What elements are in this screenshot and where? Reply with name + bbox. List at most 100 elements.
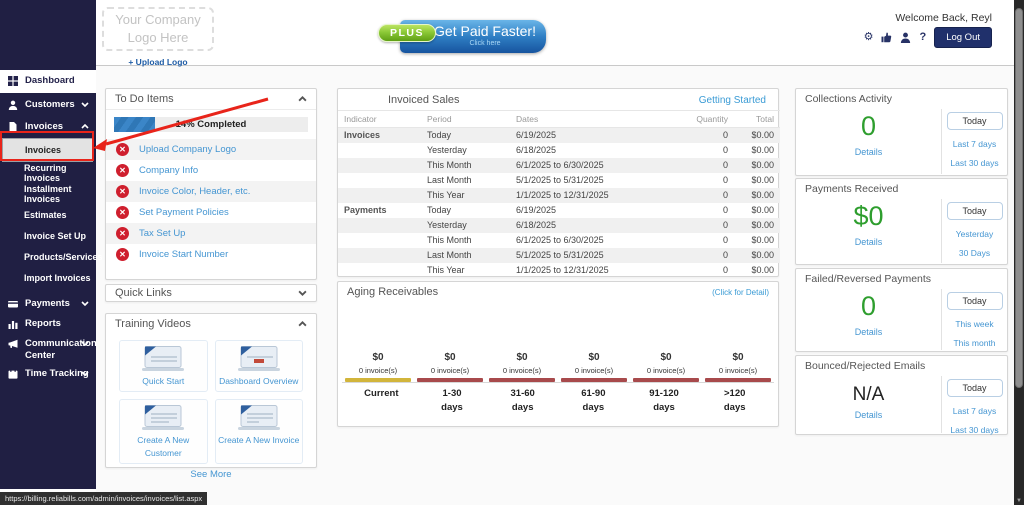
cell: 1/1/2025 to 12/31/2025 [510,187,688,203]
details-link[interactable]: Details [854,409,883,420]
table-row: Invoices Today 6/19/2025 0 $0.00 [338,127,780,143]
sidebar-subitem-invoices[interactable]: Invoices [2,138,93,162]
aging-labels-row: Current 1-30 days 31-60 days 61-90 days 91-… [342,382,774,416]
see-more-link[interactable]: See More [190,468,232,480]
filter-today-button[interactable]: Today [946,202,1003,220]
get-paid-faster-banner[interactable]: PLUS Get Paid Faster! Click here [378,20,546,53]
filter-today-button[interactable]: Today [946,379,1003,397]
help-icon[interactable]: ? [919,31,927,43]
filter-link[interactable]: Last 30 days [950,158,999,168]
sidebar-subitem-label: Invoices [25,145,62,155]
banner-click-here[interactable]: Click here [469,40,501,47]
sidebar-subitem-estimates[interactable]: Estimates [0,204,96,225]
collapse-up-icon[interactable] [298,96,307,102]
cell: $0.00 [734,247,780,263]
cell: This Month [427,235,472,245]
video-card-create-invoice[interactable]: Create A New Invoice [214,399,303,464]
details-link[interactable]: Details [854,326,883,337]
cell: $0.00 [734,187,780,203]
aging-receivables-title: Aging Receivables [347,286,439,298]
sidebar-item-reports[interactable]: Reports [0,314,96,334]
incomplete-x-icon: ✕ [116,143,129,156]
filter-today-button[interactable]: Today [946,112,1003,130]
aging-bucket: $0 0 invoice(s) [486,352,558,382]
sidebar-item-communication-center[interactable]: Communication Center [0,334,97,364]
quick-links-panel: Quick Links [105,284,317,302]
cell [338,173,421,188]
click-for-detail-link[interactable]: (Click for Detail) [712,287,769,297]
sidebar-subitem-invoice-set-up[interactable]: Invoice Set Up [0,225,96,246]
cell: $0.00 [751,265,774,275]
todo-progress-label: 14% Completed [175,119,247,130]
sidebar-item-dashboard[interactable]: Dashboard [0,70,96,93]
todo-link-company-info[interactable]: Company Info [139,165,199,176]
cell: 6/18/2025 [516,145,557,155]
scrollbar-thumb[interactable] [1015,8,1023,388]
filter-link[interactable]: This month [953,338,996,348]
failed-reversed-payments-panel: Failed/Reversed Payments 0 Details Today… [795,268,1008,352]
column-header: Indicator [338,110,421,128]
video-card-quick-start[interactable]: Quick Start [119,340,208,393]
chevron-down-icon [81,371,89,376]
collapse-down-icon[interactable] [298,290,307,296]
collapse-up-icon[interactable] [298,321,307,327]
sidebar-subitem-import-invoices[interactable]: Import Invoices [0,267,96,288]
filter-link[interactable]: Last 30 days [950,425,999,435]
cell: Payments [344,205,387,215]
filter-link[interactable]: Last 7 days [952,406,997,416]
video-label: Create A New Invoice [218,435,300,446]
sidebar-item-payments[interactable]: Payments [0,294,96,314]
logout-button[interactable]: Log Out [934,27,992,48]
company-logo-placeholder[interactable]: Your Company Logo Here [102,7,214,51]
sidebar-subitem-products-services[interactable]: Products/Services [0,246,103,267]
grid-icon [8,76,18,86]
filter-link[interactable]: 30 Days [958,248,991,258]
cell: 5/1/2025 to 5/31/2025 [516,175,604,185]
sidebar-item-customers[interactable]: Customers [0,95,96,115]
todo-title: To Do Items [115,93,174,105]
filter-link[interactable]: This week [955,319,994,329]
header-actions: ⚙ ? Log Out [864,27,992,48]
column-header: Quantity [688,110,734,128]
video-card-dashboard-overview[interactable]: Dashboard Overview [214,340,303,393]
sidebar-item-invoices[interactable]: Invoices [0,117,96,137]
cell [338,247,421,263]
aging-bucket: $0 0 invoice(s) [702,352,774,382]
video-thumbnail-icon [237,346,280,371]
user-icon[interactable] [900,32,911,43]
vertical-scrollbar[interactable]: ▼ [1014,0,1024,505]
cell: 0 [722,145,728,155]
todo-item: ✕ Invoice Start Number [106,244,316,265]
video-thumbnail-icon [142,405,185,431]
thumbs-up-icon[interactable] [881,32,892,43]
todo-link-set-payment-policies[interactable]: Set Payment Policies [139,207,229,218]
status-url-tooltip: https://billing.reliabills.com/admin/inv… [0,492,208,505]
cell: Last Month [421,247,510,263]
upload-logo-link[interactable]: + Upload Logo [128,57,188,67]
filter-link[interactable]: Last 7 days [952,139,997,149]
training-videos-panel: Training Videos Quick Start [105,313,317,480]
getting-started-link[interactable]: Getting Started [698,94,766,106]
table-row: Last Month 5/1/2025 to 5/31/2025 0 $0.00 [338,173,780,188]
invoiced-sales-table: Indicator Period Dates Quantity Total In… [338,110,780,278]
filter-link[interactable]: Yesterday [955,229,994,239]
cell: Yesterday [427,145,467,155]
filter-today-button[interactable]: Today [946,292,1003,310]
todo-link-upload-company-logo[interactable]: Upload Company Logo [139,144,237,155]
sidebar-subitem-recurring-invoices[interactable]: Recurring Invoices [0,162,96,183]
gear-icon[interactable]: ⚙ [863,31,874,43]
welcome-message: Welcome Back, Reyl [895,12,992,24]
details-link[interactable]: Details [854,236,883,247]
todo-link-invoice-color[interactable]: Invoice Color, Header, etc. [139,186,251,197]
megaphone-icon [8,339,18,349]
todo-link-invoice-start-number[interactable]: Invoice Start Number [139,249,229,260]
scroll-down-arrow-icon[interactable]: ▼ [1016,498,1022,504]
todo-link-tax-set-up[interactable]: Tax Set Up [139,228,186,239]
aging-bucket-label: 61-90 days [581,388,606,414]
file-icon [8,122,18,132]
sidebar-item-time-tracking[interactable]: Time Tracking [0,364,96,384]
sidebar-subitem-installment-invoices[interactable]: Installment Invoices [0,183,96,204]
details-link[interactable]: Details [854,146,883,157]
aging-bucket: $0 0 invoice(s) [558,352,630,382]
video-card-create-customer[interactable]: Create A New Customer [119,399,208,464]
